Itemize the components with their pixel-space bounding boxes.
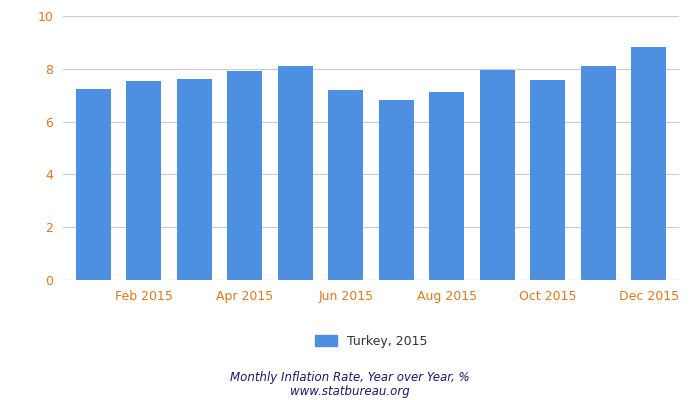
Bar [76, 89, 111, 280]
Bar [580, 66, 616, 280]
Bar [480, 70, 515, 280]
Bar [379, 100, 414, 280]
Bar [126, 81, 162, 280]
Bar [176, 79, 212, 280]
Legend: Turkey, 2015: Turkey, 2015 [309, 330, 433, 353]
Bar [227, 71, 262, 280]
Bar [278, 66, 313, 280]
Bar [429, 92, 464, 280]
Bar [631, 48, 666, 280]
Bar [530, 80, 566, 280]
Bar [328, 90, 363, 280]
Text: Monthly Inflation Rate, Year over Year, %: Monthly Inflation Rate, Year over Year, … [230, 372, 470, 384]
Text: www.statbureau.org: www.statbureau.org [290, 386, 410, 398]
